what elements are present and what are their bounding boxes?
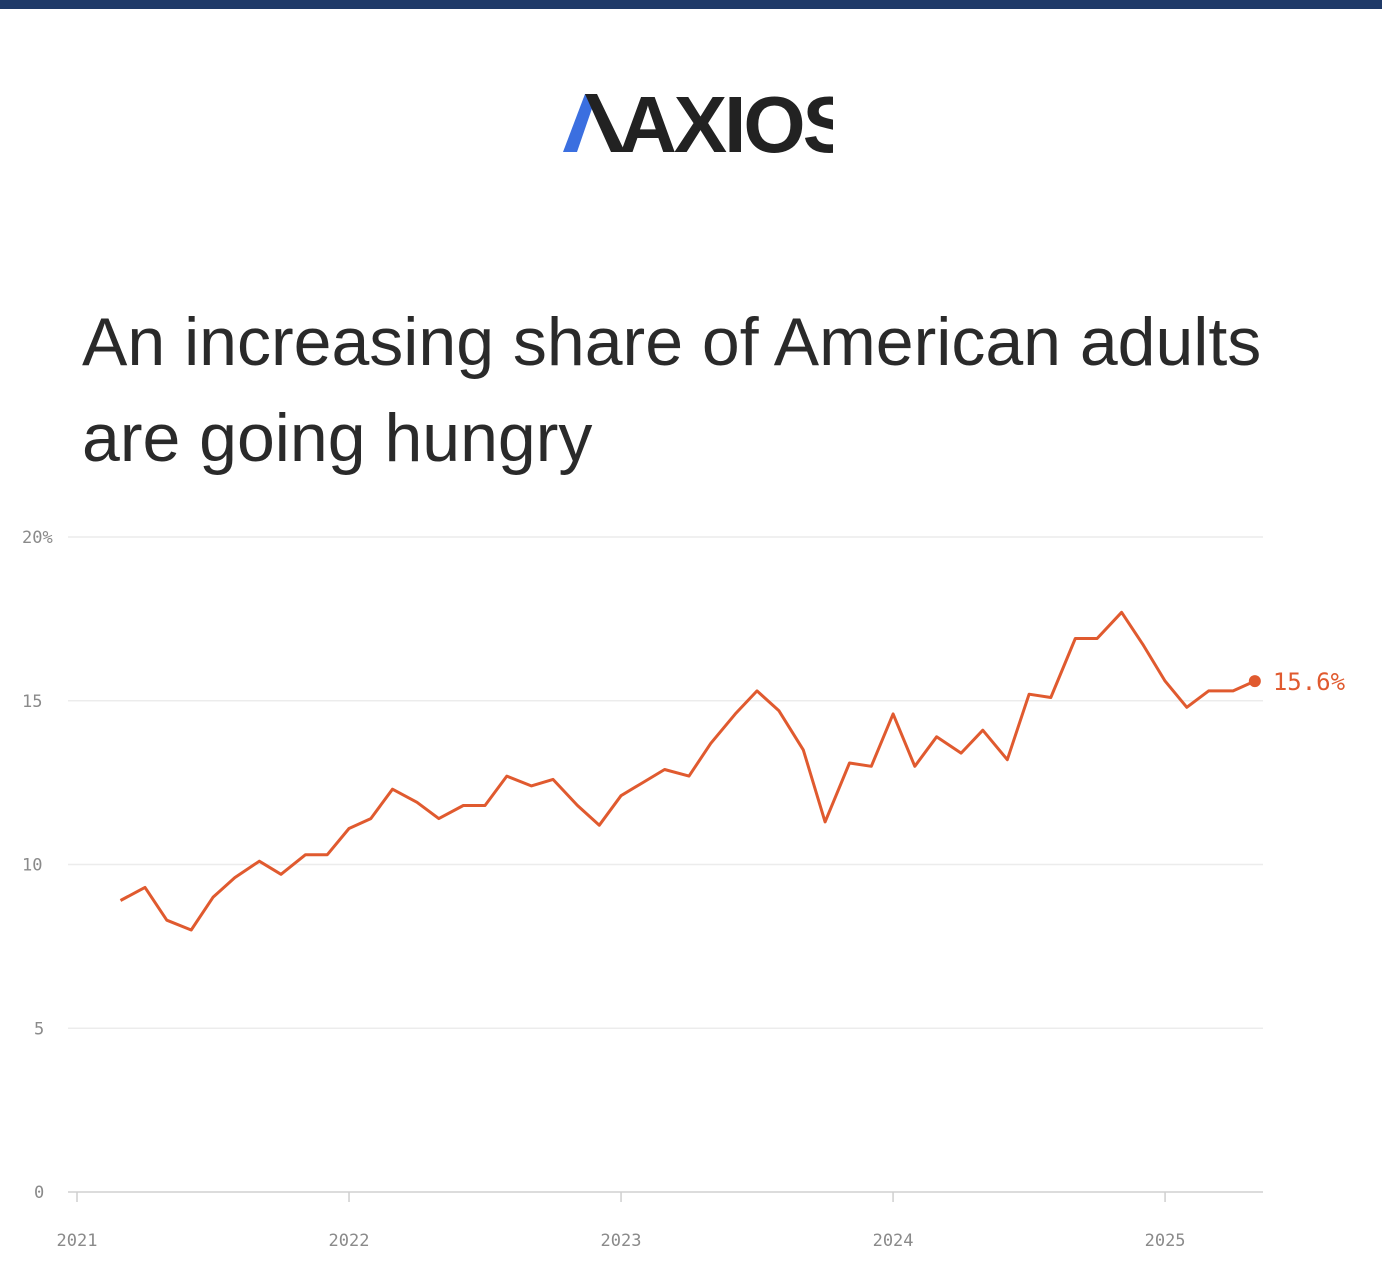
y-tick-label: 10 <box>22 856 42 876</box>
x-tick-label: 2021 <box>57 1231 98 1251</box>
y-tick-label: 0 <box>34 1183 44 1203</box>
logo-accent-stroke <box>563 94 597 152</box>
x-tick-label: 2023 <box>601 1231 642 1251</box>
line-chart: 0 5 10 15 20% 2021 2022 2023 2024 2025 15.6% <box>22 528 1346 1251</box>
end-point-marker <box>1248 675 1261 688</box>
y-tick-label: 5 <box>34 1019 44 1039</box>
gridlines <box>68 536 1263 1193</box>
top-accent-bar <box>0 0 1382 9</box>
logo-mark: AXIOS <box>563 80 857 169</box>
end-value-label: 15.6% <box>1273 668 1346 696</box>
logo-dark-stroke <box>585 94 625 152</box>
x-tick-label: 2022 <box>329 1231 370 1251</box>
x-axis-ticks: 2021 2022 2023 2024 2025 <box>57 1192 1186 1251</box>
y-axis-ticks: 0 5 10 15 20% <box>22 528 53 1203</box>
logo-text: AXIOS <box>619 86 833 158</box>
chart-title: An increasing share of American adults a… <box>82 304 1262 476</box>
x-tick-label: 2025 <box>1145 1231 1186 1251</box>
series-line <box>119 610 1256 932</box>
y-tick-label: 20% <box>22 528 53 548</box>
y-tick-label: 15 <box>22 692 42 712</box>
axios-logo: AXIOS <box>563 80 857 169</box>
x-tick-label: 2024 <box>873 1231 914 1251</box>
